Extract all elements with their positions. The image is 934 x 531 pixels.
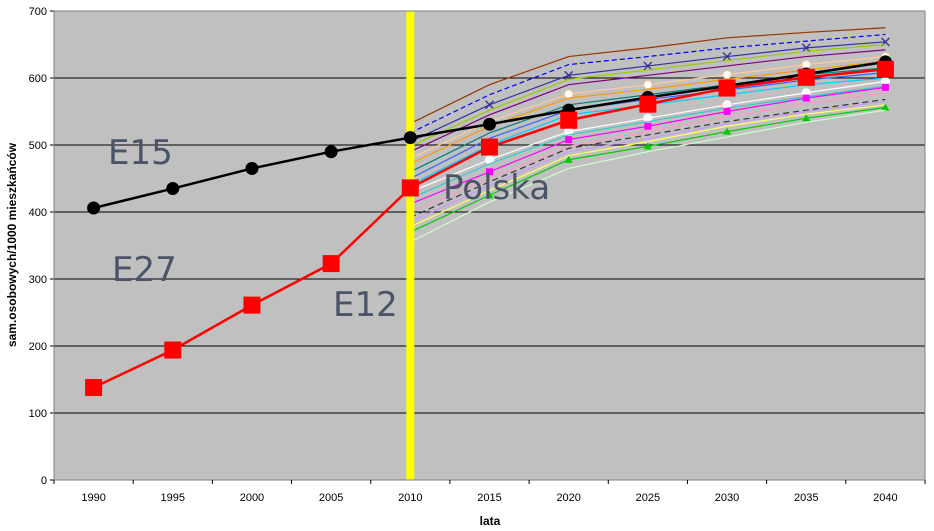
x-tick-label: 2020 [556,492,580,504]
projection-marker [722,70,732,80]
projection-line [410,109,886,243]
series-point [403,131,417,145]
projection-marker [564,70,574,80]
x-tick-label: 2015 [477,492,501,504]
projection-marker [881,103,890,111]
projection-marker [486,168,493,176]
y-tick-label: 400 [29,207,47,219]
projection-marker [643,113,653,123]
projection-marker [881,83,889,91]
series-point [166,182,180,196]
annotation-polska: Polska [443,168,550,208]
x-tick-label: 1995 [161,492,185,504]
y-axis-title: sam.osobowych/1000 mieszkańców [5,142,19,347]
highlight-bar-2010 [406,11,415,480]
series-point [324,145,338,159]
projection-marker [643,142,652,150]
annotation-e27: E27 [112,250,177,290]
x-tick-label: 2035 [794,492,818,504]
x-tick-label: 2025 [636,492,660,504]
projection-line [410,98,886,218]
projection-marker [722,52,732,62]
projection-marker [485,191,494,199]
projection-line [410,49,886,153]
projection-lines [410,27,890,243]
series-point [481,138,498,156]
projection-line [410,100,886,223]
projection-line [410,92,886,213]
plot-border [53,10,926,481]
x-tick-label: 2030 [715,492,739,504]
x-tick-label: 2040 [873,492,897,504]
x-axis-title: lata [480,514,501,528]
series-point [797,68,815,86]
projection-line [410,43,886,147]
y-tick-label: 300 [29,274,47,286]
series-point [245,161,259,175]
x-tick-label: 1990 [81,492,105,504]
projection-marker [801,60,811,70]
projection-marker [643,80,653,90]
series-point [401,179,419,197]
projection-marker [643,61,653,71]
y-tick-label: 700 [29,6,47,18]
series-markers [85,55,894,397]
y-tick-label: 500 [29,140,47,152]
projection-marker [485,100,494,110]
y-tick-label: 0 [41,475,47,487]
series-point [639,95,657,113]
y-tick-label: 100 [29,408,47,420]
series-point [560,111,578,129]
projection-marker [644,122,652,130]
projection-line [410,33,886,134]
projection-marker [802,114,811,122]
plot-area [54,11,925,480]
projection-line [410,104,886,228]
y-tick-label: 600 [29,73,47,85]
annotations: E15 E27 E12 Polska [108,133,550,325]
series-point [322,255,340,273]
projection-marker [802,94,810,102]
projection-marker [723,127,732,135]
x-tick-label: 2000 [240,492,264,504]
projection-marker [723,108,731,115]
series-point [718,79,736,97]
axes: 0 100 200 300 400 500 600 700 1990 1995 2000 2005 20… [29,6,926,504]
projection-line [410,27,886,125]
annotation-e12: E12 [333,285,398,325]
series-point [876,60,894,78]
projection-marker [564,89,574,99]
x-tick-label: 2010 [398,492,422,504]
series-point [243,296,261,314]
annotation-e15: E15 [108,133,173,173]
series-point [164,341,182,359]
x-tick-label: 2005 [319,492,343,504]
series-point [483,117,496,131]
series-point [85,379,103,397]
projection-marker [564,155,573,163]
series-point [87,201,101,215]
y-tick-label: 200 [29,341,47,353]
projection-marker [565,136,573,144]
